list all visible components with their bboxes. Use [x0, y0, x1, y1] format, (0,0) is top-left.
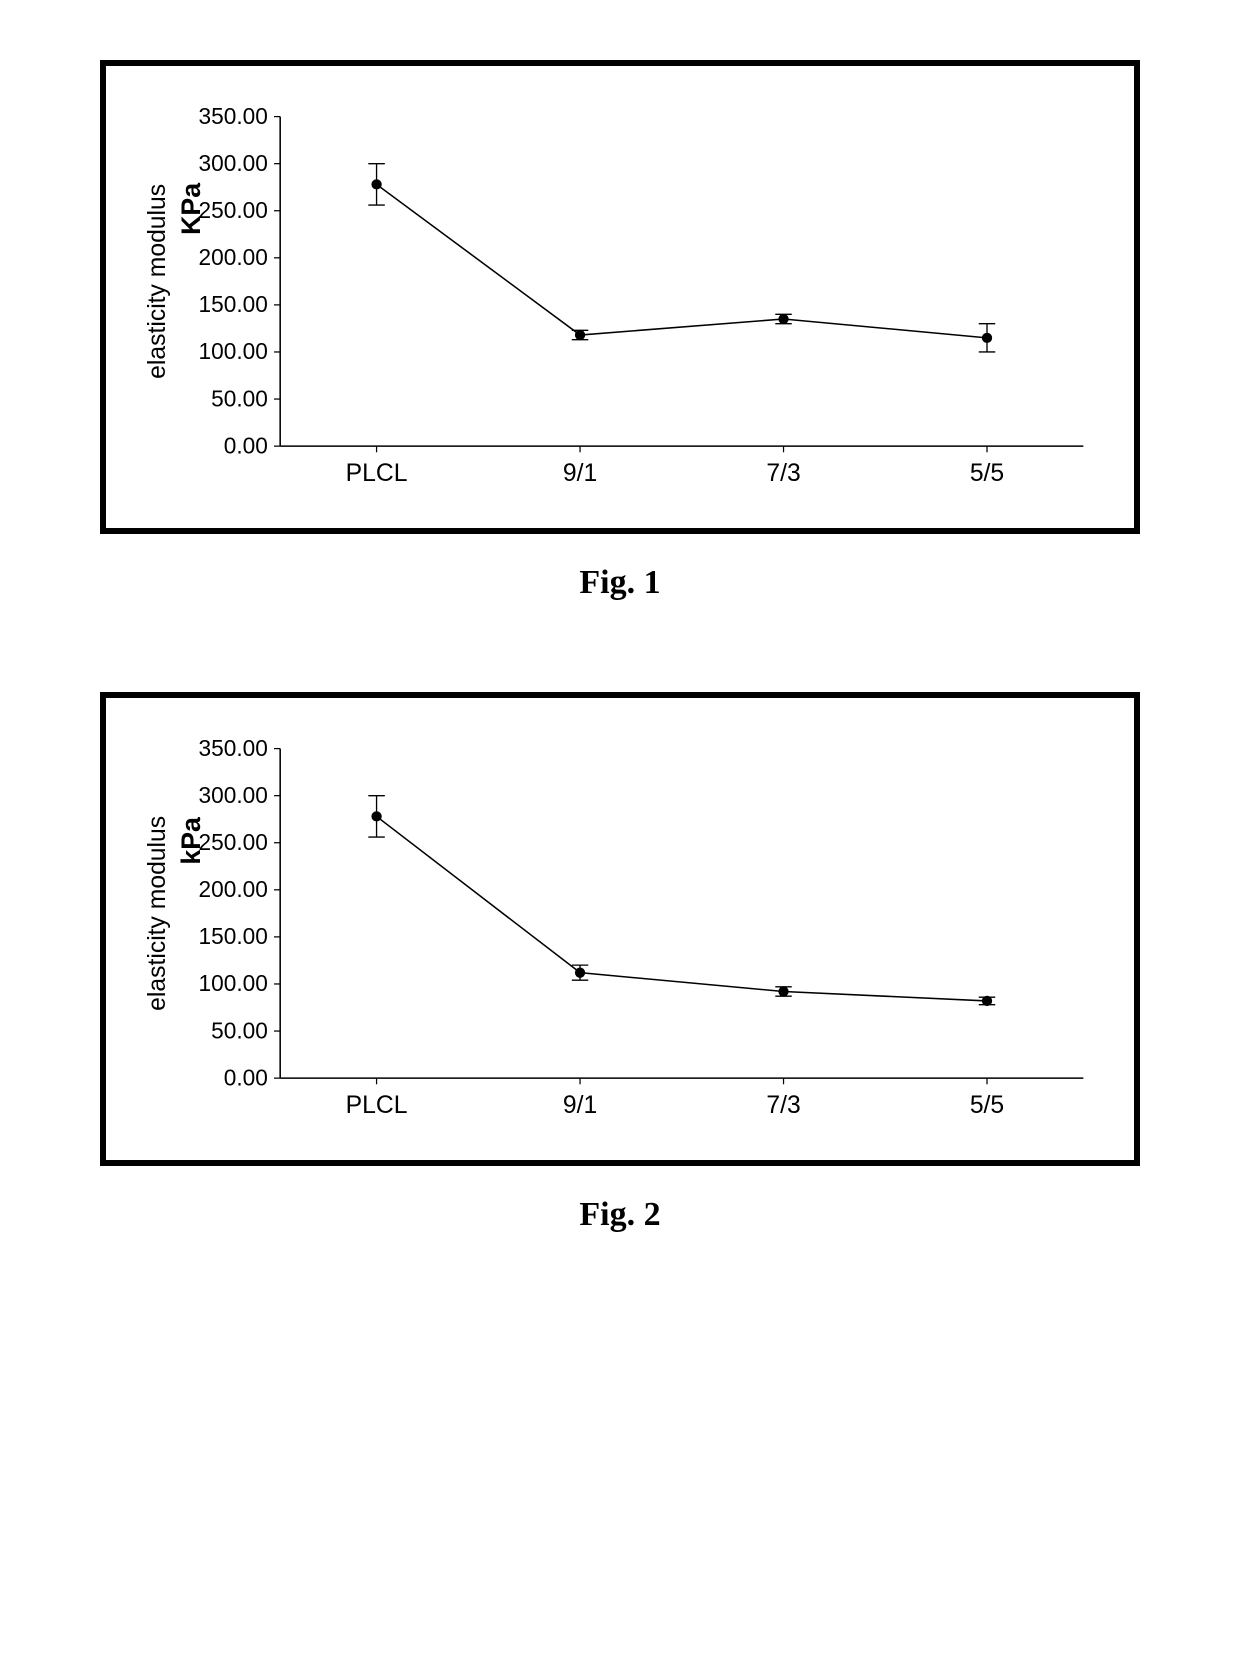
- svg-text:7/3: 7/3: [766, 460, 800, 487]
- svg-text:350.00: 350.00: [199, 103, 268, 129]
- svg-text:5/5: 5/5: [970, 1092, 1004, 1119]
- svg-text:elasticity modulus: elasticity modulus: [144, 184, 171, 379]
- svg-text:100.00: 100.00: [199, 970, 268, 996]
- svg-text:150.00: 150.00: [199, 291, 268, 317]
- svg-text:100.00: 100.00: [199, 338, 268, 364]
- svg-text:7/3: 7/3: [766, 1092, 800, 1119]
- svg-text:250.00: 250.00: [199, 829, 268, 855]
- svg-text:elasticity modulus: elasticity modulus: [144, 816, 171, 1011]
- svg-text:0.00: 0.00: [224, 432, 268, 458]
- svg-text:PLCL: PLCL: [346, 460, 408, 487]
- svg-text:150.00: 150.00: [199, 923, 268, 949]
- fig1-chart: 0.00 50.00 100.00 150.00 200.00 250.00 300.00 3…: [136, 96, 1104, 508]
- svg-text:PLCL: PLCL: [346, 1092, 408, 1119]
- svg-text:200.00: 200.00: [199, 244, 268, 270]
- svg-text:300.00: 300.00: [199, 782, 268, 808]
- fig1-chart-frame: 0.00 50.00 100.00 150.00 200.00 250.00 300.00 3…: [100, 60, 1140, 534]
- svg-text:KPa: KPa: [176, 182, 206, 235]
- fig2-chart: 0.00 50.00 100.00 150.00 200.00 250.00 300.00 3…: [136, 728, 1104, 1140]
- fig1-caption: Fig. 1: [100, 564, 1140, 602]
- svg-text:0.00: 0.00: [224, 1064, 268, 1090]
- svg-text:350.00: 350.00: [199, 735, 268, 761]
- svg-text:kPa: kPa: [176, 816, 206, 865]
- svg-text:50.00: 50.00: [211, 1017, 268, 1043]
- fig2-chart-frame: 0.00 50.00 100.00 150.00 200.00 250.00 300.00 3…: [100, 692, 1140, 1166]
- svg-text:250.00: 250.00: [199, 197, 268, 223]
- svg-text:9/1: 9/1: [563, 460, 597, 487]
- page: 0.00 50.00 100.00 150.00 200.00 250.00 300.00 3…: [0, 0, 1240, 1404]
- svg-text:9/1: 9/1: [563, 1092, 597, 1119]
- svg-text:5/5: 5/5: [970, 460, 1004, 487]
- svg-text:50.00: 50.00: [211, 385, 268, 411]
- svg-text:200.00: 200.00: [199, 876, 268, 902]
- fig2-caption: Fig. 2: [100, 1196, 1140, 1234]
- svg-text:300.00: 300.00: [199, 150, 268, 176]
